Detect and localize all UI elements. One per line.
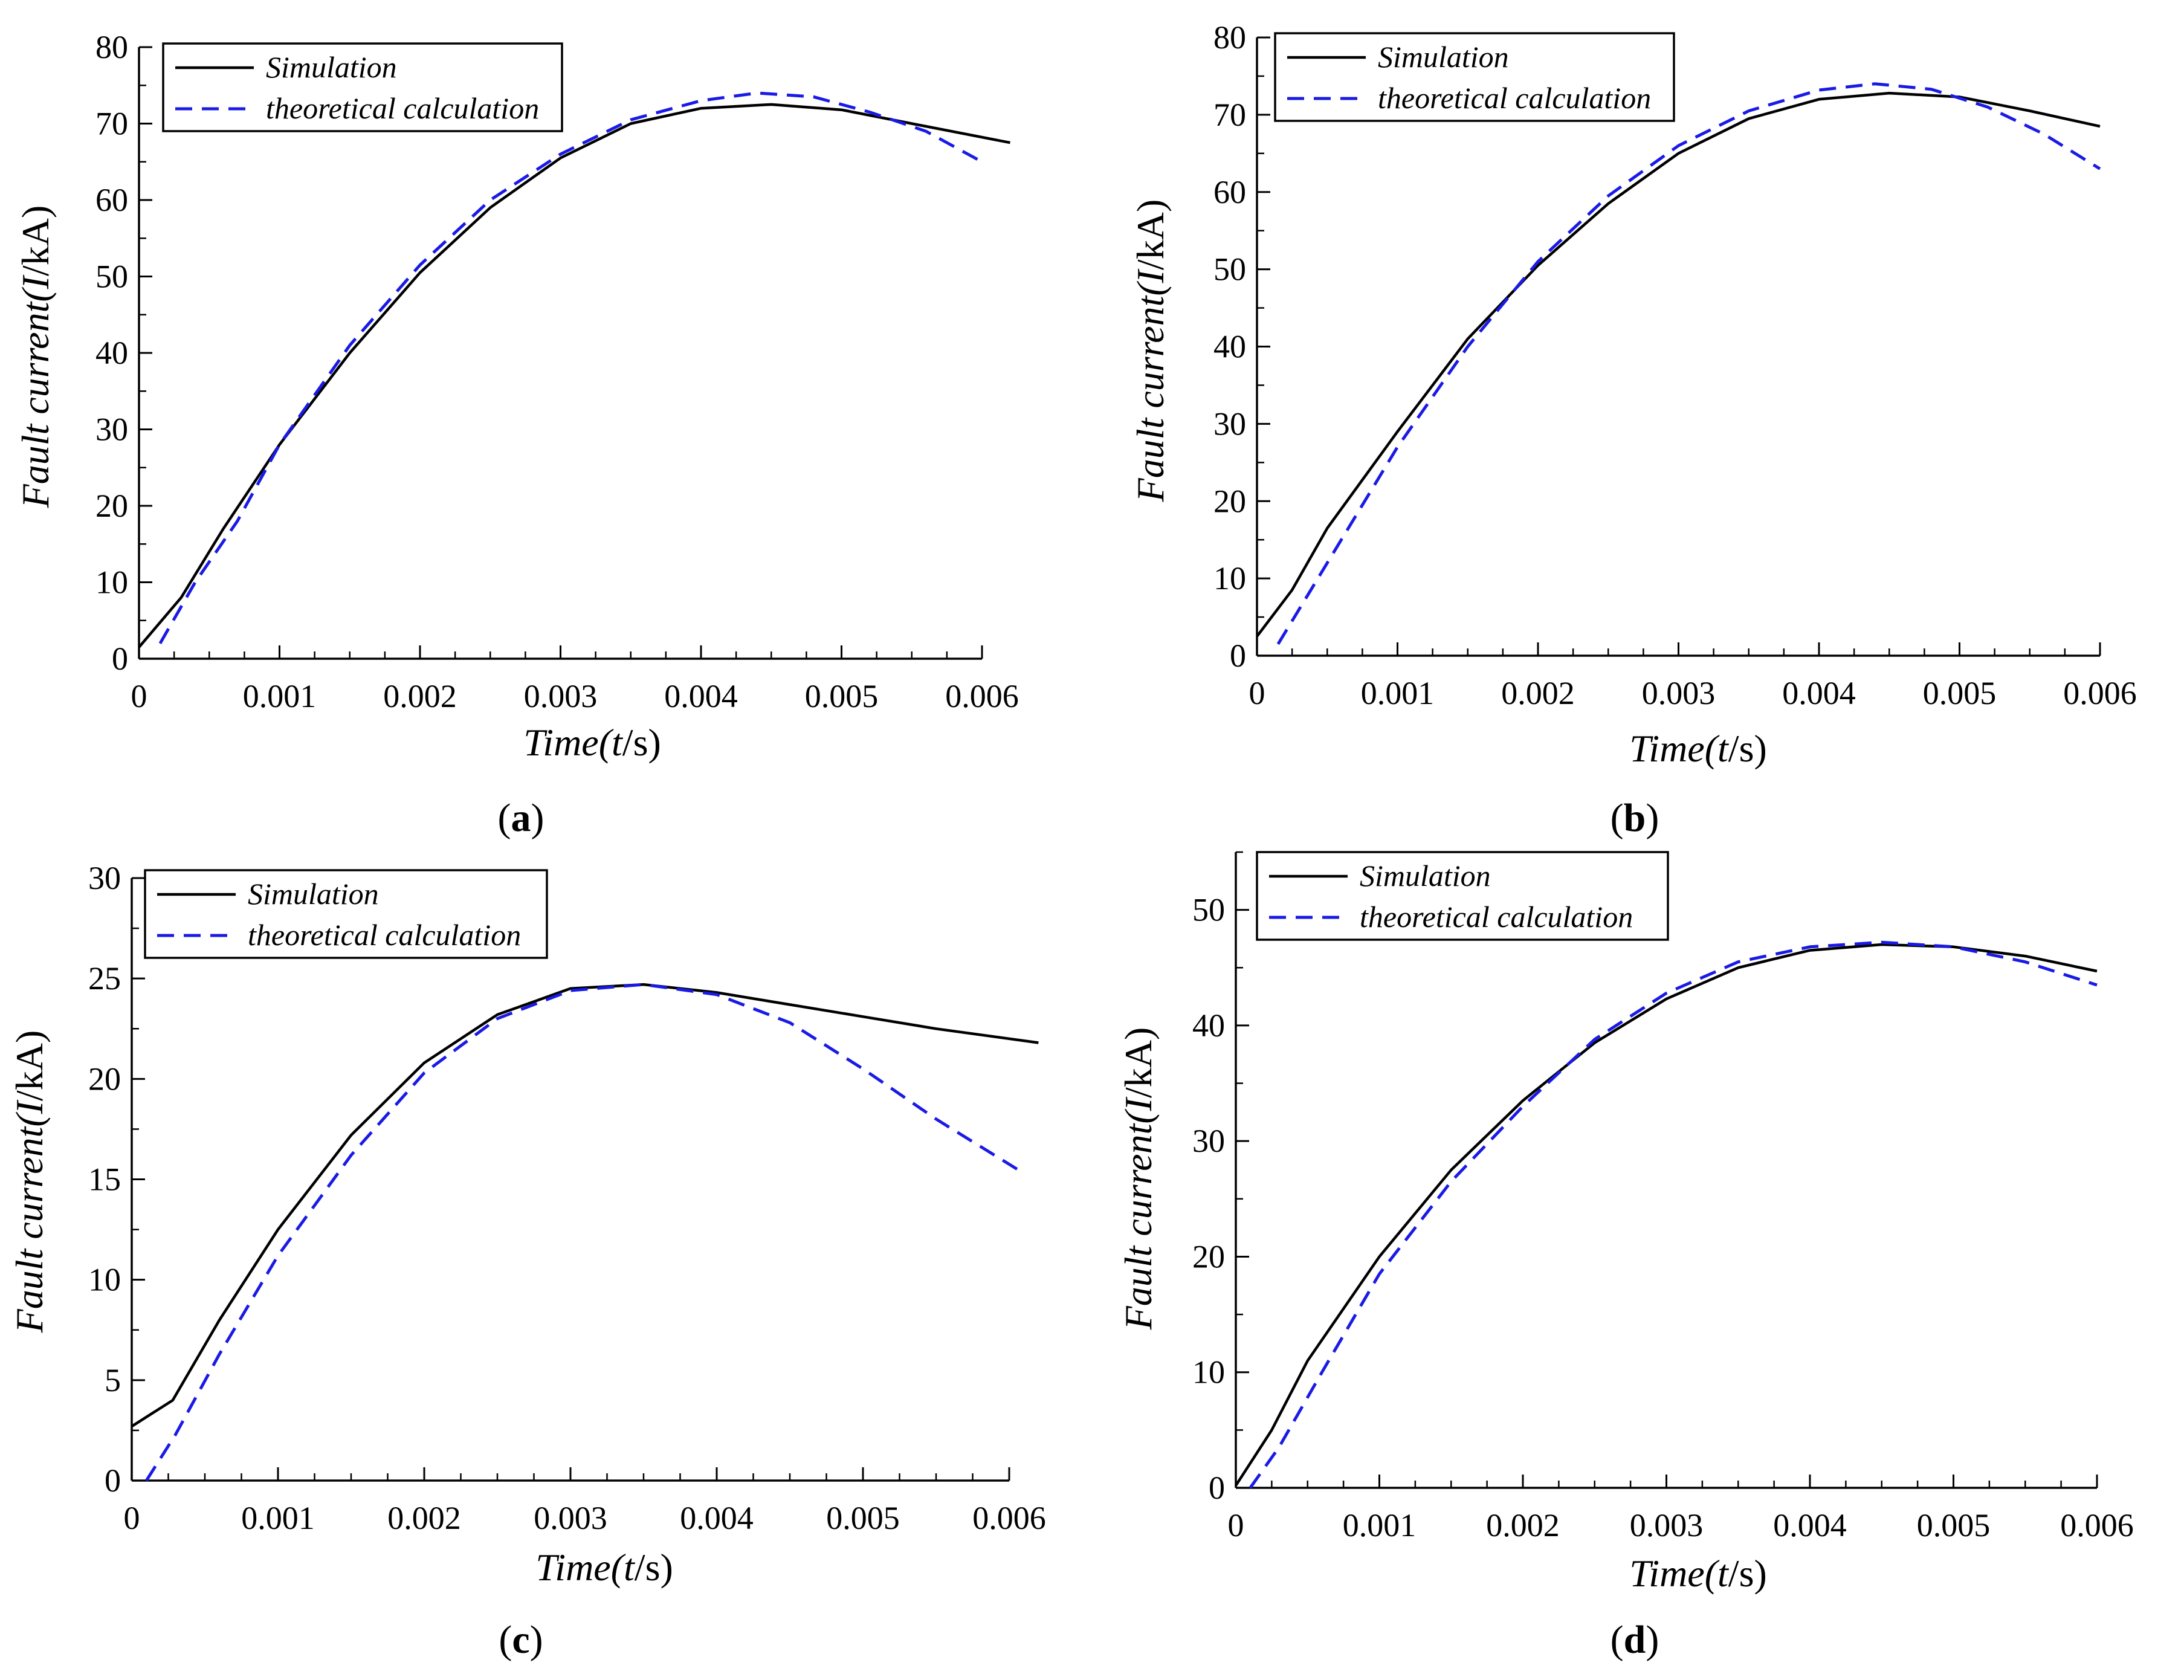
panel-label: (b): [1611, 796, 1659, 840]
series-line-theoretical: [158, 91, 983, 644]
panel-label: (a): [498, 796, 544, 840]
y-tick-label: 50: [1192, 892, 1225, 928]
x-tick-label: 0.001: [1343, 1507, 1417, 1543]
y-tick-label: 15: [88, 1161, 121, 1198]
panel-label: (d): [1611, 1618, 1659, 1662]
panel-c: 0 0.001 0.002 0.003 0.004 0.005 0.006 0 5 10 15 20 2…: [8, 860, 1046, 1662]
y-tick-label: 10: [1213, 560, 1246, 596]
x-tick-label: 0.004: [680, 1500, 754, 1536]
x-tick-label: 0: [124, 1500, 140, 1536]
legend-label: Simulation: [248, 877, 379, 911]
y-tick-label: 30: [1213, 405, 1246, 442]
x-axis-title: Time(t/s): [1629, 1552, 1767, 1595]
y-tick-label: 20: [88, 1061, 121, 1097]
x-tick-label: 0: [1249, 675, 1265, 711]
legend-label: theoretical calculation: [1360, 900, 1633, 934]
x-tick-label: 0: [1228, 1507, 1244, 1543]
series-line-simulation: [131, 983, 1039, 1428]
x-tick-label: 0.005: [1917, 1507, 1991, 1543]
y-tick-label: 20: [1213, 483, 1246, 519]
y-axis-title: Fault current(I/kA): [1129, 199, 1172, 503]
legend-label: Simulation: [1378, 40, 1509, 74]
series-line-simulation: [1235, 943, 2098, 1487]
x-tick-label: 0.004: [1782, 675, 1856, 711]
y-tick-label: 30: [88, 860, 121, 896]
x-tick-label: 0.006: [2063, 675, 2137, 711]
panel-label: (c): [499, 1618, 543, 1662]
x-tick-label: 0.003: [1642, 675, 1716, 711]
y-tick-label: 0: [1209, 1470, 1225, 1506]
legend-label: theoretical calculation: [266, 91, 539, 125]
legend-label: theoretical calculation: [1378, 81, 1651, 115]
y-tick-label: 50: [95, 259, 128, 295]
legend-box: [1274, 32, 1675, 122]
x-tick-label: 0.002: [1501, 675, 1575, 711]
y-axis-title: Fault current(I/kA): [14, 205, 57, 509]
y-tick-label: 80: [1213, 19, 1246, 56]
x-axis-title: Time(t/s): [523, 721, 661, 764]
legend-box: [162, 42, 563, 132]
y-tick-label: 70: [95, 106, 128, 142]
y-tick-label: 50: [1213, 251, 1246, 288]
x-tick-label: 0.001: [241, 1500, 315, 1536]
series-line-theoretical: [1249, 940, 2098, 1489]
y-tick-label: 20: [1192, 1238, 1225, 1275]
y-tick-label: 60: [1213, 174, 1246, 210]
y-tick-label: 25: [88, 960, 121, 997]
x-axis-title: Time(t/s): [1629, 727, 1767, 770]
y-tick-label: 10: [88, 1262, 121, 1298]
y-tick-label: 10: [1192, 1354, 1225, 1391]
panel-a: 0 0.001 0.002 0.003 0.004 0.005 0.006 0 10 20 30 40…: [14, 29, 1019, 840]
x-tick-label: 0.001: [243, 678, 317, 714]
x-tick-label: 0.005: [826, 1500, 900, 1536]
y-tick-label: 0: [105, 1462, 121, 1499]
x-tick-label: 0.006: [2060, 1507, 2134, 1543]
x-tick-label: 0.004: [664, 678, 738, 714]
x-tick-label: 0.001: [1361, 675, 1435, 711]
y-tick-label: 0: [1230, 638, 1246, 674]
series-line-theoretical: [1276, 82, 2101, 645]
x-tick-label: 0.005: [805, 678, 879, 714]
series-line-theoretical: [145, 983, 1025, 1482]
legend-label: Simulation: [266, 50, 397, 84]
y-axis-title: Fault current(I/kA): [8, 1030, 51, 1334]
panel-b: 0 0.001 0.002 0.003 0.004 0.005 0.006 0 10 20 30 40…: [1129, 19, 2137, 840]
y-tick-label: 30: [95, 412, 128, 448]
y-tick-label: 70: [1213, 97, 1246, 133]
x-tick-label: 0.002: [383, 678, 457, 714]
y-tick-label: 40: [1192, 1007, 1225, 1044]
legend-box: [1256, 851, 1669, 941]
y-tick-label: 80: [95, 29, 128, 65]
x-tick-label: 0.002: [1486, 1507, 1560, 1543]
panel-d: 0 0.001 0.002 0.003 0.004 0.005 0.006 0 10 20 30 40…: [1117, 851, 2134, 1662]
y-tick-label: 30: [1192, 1123, 1225, 1159]
x-tick-label: 0.002: [387, 1500, 461, 1536]
y-tick-label: 10: [95, 564, 128, 601]
y-tick-label: 20: [95, 488, 128, 524]
y-axis-title: Fault current(I/kA): [1117, 1027, 1160, 1331]
y-tick-label: 5: [105, 1362, 121, 1398]
x-tick-label: 0.003: [1630, 1507, 1704, 1543]
x-tick-label: 0.004: [1773, 1507, 1847, 1543]
x-tick-label: 0.006: [972, 1500, 1046, 1536]
legend-label: Simulation: [1360, 859, 1491, 893]
legend-box: [144, 869, 548, 959]
y-tick-label: 40: [1213, 329, 1246, 365]
series-line-simulation: [1256, 91, 2101, 638]
series-line-simulation: [138, 103, 1010, 648]
y-tick-label: 40: [95, 335, 128, 371]
x-tick-label: 0.006: [945, 678, 1019, 714]
x-tick-label: 0.005: [1923, 675, 1997, 711]
y-tick-label: 0: [112, 641, 128, 677]
legend-label: theoretical calculation: [248, 918, 521, 952]
x-tick-label: 0: [131, 678, 147, 714]
x-tick-label: 0.003: [524, 678, 598, 714]
y-tick-label: 60: [95, 182, 128, 218]
x-axis-title: Time(t/s): [535, 1546, 673, 1589]
x-tick-label: 0.003: [534, 1500, 607, 1536]
